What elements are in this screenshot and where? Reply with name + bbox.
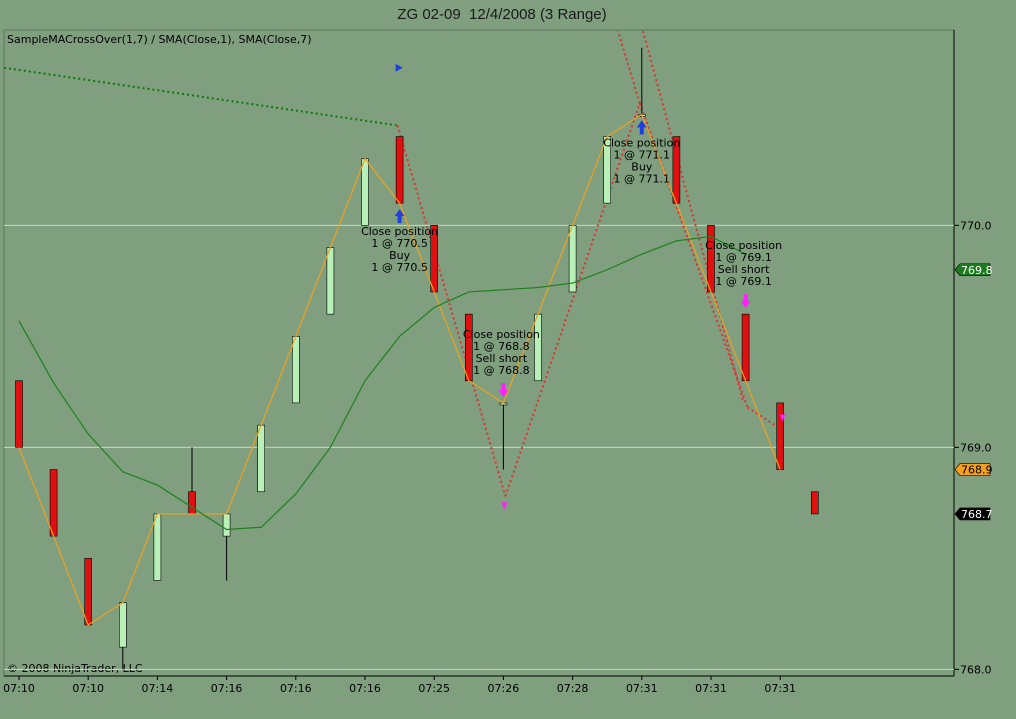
trade-line [504, 102, 641, 497]
x-tick-label: 07:31 [626, 682, 658, 695]
chart-title: ZG 02-09 12/4/2008 (3 Range) [397, 6, 606, 23]
trade-label: 1 @ 769.1 [715, 275, 771, 288]
price-bar[interactable] [534, 313, 542, 382]
price-badge-label: 768.9 [961, 464, 993, 477]
trade-line [396, 125, 507, 497]
price-bar[interactable] [84, 558, 92, 626]
price-bar[interactable] [395, 136, 404, 204]
x-tick-label: 07:16 [211, 682, 243, 695]
price-bar[interactable] [741, 313, 750, 382]
price-bar[interactable] [257, 424, 266, 493]
price-bar[interactable] [15, 380, 23, 448]
x-tick-label: 07:16 [280, 682, 312, 695]
copyright-label: © 2008 NinjaTrader, LLC [7, 662, 143, 675]
trade-line [638, 102, 749, 408]
price-bar[interactable] [326, 247, 335, 315]
entry-marker-icon [501, 502, 508, 510]
y-tick-label: 770.0 [960, 219, 992, 232]
sma-fast-line [18, 113, 781, 626]
trade-label: 1 @ 770.5 [371, 237, 427, 250]
trade-label: Sell short [476, 352, 528, 365]
x-tick-label: 07:25 [418, 682, 450, 695]
price-bar[interactable] [810, 491, 819, 515]
trade-label: Close position [361, 225, 438, 238]
trade-line [747, 406, 783, 431]
buy-arrow-icon [636, 120, 647, 135]
trade-label: Buy [631, 160, 653, 173]
price-bar[interactable] [776, 402, 785, 470]
trade-label: 1 @ 771.1 [614, 148, 670, 161]
price-bar[interactable] [291, 336, 300, 404]
price-bar[interactable] [119, 602, 127, 648]
price-bar[interactable] [361, 158, 369, 226]
price-bar[interactable] [188, 491, 196, 515]
y-tick-label: 769.0 [960, 441, 992, 454]
entry-marker-icon [395, 63, 403, 72]
y-tick-label: 768.0 [960, 663, 992, 676]
trade-label: 1 @ 770.5 [371, 261, 427, 274]
trade-label: Buy [389, 249, 411, 262]
trade-label: Close position [705, 239, 782, 252]
price-badge-label: 769.8 [961, 264, 993, 277]
x-tick-label: 07:10 [72, 682, 104, 695]
x-tick-label: 07:14 [142, 682, 174, 695]
trade-label: 1 @ 768.8 [473, 340, 529, 353]
price-bar[interactable] [222, 513, 231, 537]
sell-arrow-icon [740, 294, 751, 309]
trade-label: 1 @ 771.1 [614, 172, 670, 185]
buy-arrow-icon [394, 209, 405, 224]
trade-label: 1 @ 768.8 [473, 364, 529, 377]
trade-label: Close position [463, 328, 540, 341]
trade-label: Sell short [718, 263, 770, 276]
price-badge-label: 768.7 [961, 508, 993, 521]
x-tick-label: 07:10 [3, 682, 35, 695]
trade-line [642, 30, 745, 404]
indicator-label: SampleMACrossOver(1,7) / SMA(Close,1), S… [7, 33, 312, 46]
sell-arrow-icon [498, 382, 509, 397]
price-badge [954, 263, 991, 277]
sma-slow-line [18, 235, 746, 531]
x-tick-label: 07:26 [488, 682, 520, 695]
x-tick-label: 07:31 [764, 682, 796, 695]
trade-label: 1 @ 769.1 [715, 251, 771, 264]
price-badge [954, 507, 991, 521]
price-bar[interactable] [707, 225, 715, 293]
price-bar[interactable] [153, 513, 162, 581]
x-tick-label: 07:31 [695, 682, 727, 695]
price-bar[interactable] [49, 469, 58, 537]
x-tick-label: 07:16 [349, 682, 381, 695]
x-tick-label: 07:28 [557, 682, 589, 695]
entry-marker-icon [779, 414, 786, 422]
trade-label: Close position [603, 136, 680, 149]
price-badge [954, 463, 991, 476]
price-bar[interactable] [464, 313, 473, 382]
trade-line [3, 66, 398, 127]
